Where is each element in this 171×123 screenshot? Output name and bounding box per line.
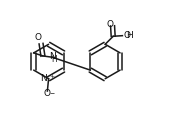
Text: +: +: [50, 74, 55, 79]
Text: O: O: [35, 33, 42, 42]
Text: N: N: [49, 52, 56, 61]
Text: O: O: [123, 31, 130, 40]
Text: O: O: [106, 20, 113, 29]
Text: −: −: [50, 90, 55, 95]
Text: O: O: [43, 89, 50, 98]
Text: H: H: [127, 31, 133, 40]
Text: H: H: [51, 55, 57, 64]
Text: N: N: [41, 74, 47, 83]
